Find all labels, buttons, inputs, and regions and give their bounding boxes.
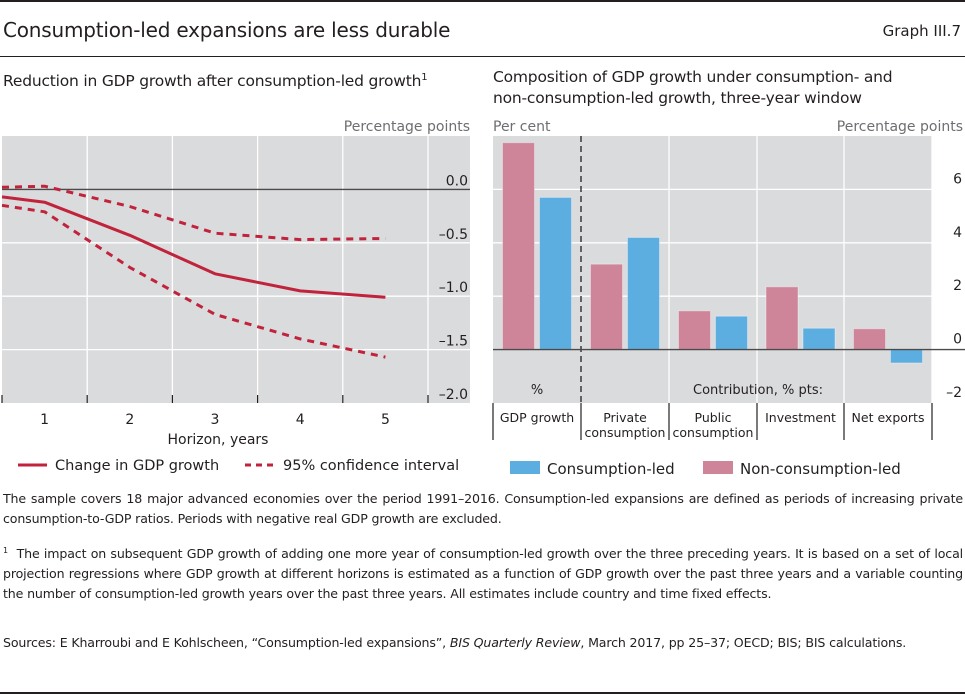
right-panel-title: Composition of GDP growth under consumpt… <box>493 67 953 109</box>
right-y-axis: 6 4 2 0 –2 <box>946 171 962 401</box>
legend-label-confidence-interval: 95% confidence interval <box>283 458 459 474</box>
right-category-axis: GDP growth PrivateconsumptionPublicconsum… <box>492 403 933 440</box>
right-bar-chart: Per cent Percentage points 6 4 2 0 –2 GDP gr… <box>492 119 965 478</box>
bar-consumption-led <box>627 236 660 351</box>
section-label-percent: % <box>531 383 543 398</box>
left-series <box>1 184 386 359</box>
charts-canvas: Percentage points 0.0 –0.5 –1.0 –1.5 –2.0 1 2… <box>1 119 965 478</box>
note-sample: The sample covers 18 major advanced econ… <box>3 491 963 526</box>
left-panel-title-text: Reduction in GDP growth after consumptio… <box>3 72 422 91</box>
left-y-tick-label: 0.0 <box>446 173 468 189</box>
right-left-unit-label: Per cent <box>493 119 551 135</box>
bar-consumption-led <box>890 349 923 364</box>
category-label: Private <box>603 410 647 425</box>
bar-non-consumption-led <box>502 142 535 351</box>
left-plot-area <box>2 136 470 403</box>
category-label: consumption <box>673 425 754 440</box>
sources-suffix: , March 2017, pp 25–37; OECD; BIS; BIS c… <box>580 635 907 650</box>
graph-number: Graph III.7 <box>882 22 961 40</box>
right-panel-title-line1: Composition of GDP growth under consumpt… <box>493 68 893 86</box>
left-y-tick-label: –0.5 <box>439 227 468 243</box>
bar-consumption-led <box>715 315 748 351</box>
series-change-in-gdp-growth <box>1 195 386 299</box>
bar-non-consumption-led <box>765 286 799 351</box>
right-bars <box>493 142 965 364</box>
right-y-tick-label: 6 <box>953 171 962 187</box>
left-x-tick-label: 2 <box>125 412 134 428</box>
legend-swatch-non-consumption-led <box>703 461 733 474</box>
category-label: consumption <box>585 425 666 440</box>
left-gridlines <box>1 136 470 403</box>
bar-non-consumption-led <box>678 310 711 351</box>
legend-swatch-consumption-led <box>510 461 540 474</box>
legend-label-change-in-gdp-growth: Change in GDP growth <box>55 458 219 474</box>
left-line-chart: Percentage points 0.0 –0.5 –1.0 –1.5 –2.0 1 2… <box>1 119 470 474</box>
sources-journal: BIS Quarterly Review <box>449 635 581 650</box>
sources-prefix: Sources: E Kharroubi and E Kohlscheen, “… <box>3 635 450 650</box>
footnote-marker: 1 <box>3 546 8 555</box>
category-label: Investment <box>765 410 836 425</box>
category-label: GDP growth <box>500 410 574 425</box>
right-y-tick-label: 0 <box>953 332 962 348</box>
footnote-text: The impact on subsequent GDP growth of a… <box>3 546 963 602</box>
category-label: Public <box>695 410 732 425</box>
left-y-tick-label: –1.0 <box>439 280 468 296</box>
left-y-tick-label: –2.0 <box>439 387 468 403</box>
left-legend: Change in GDP growth 95% confidence inte… <box>18 458 459 474</box>
legend-label-non-consumption-led: Non-consumption-led <box>740 460 901 478</box>
bottom-rule <box>0 692 965 694</box>
top-rule <box>0 0 965 2</box>
bar-consumption-led <box>539 196 572 351</box>
left-x-axis: 1 2 3 4 5 <box>40 412 390 428</box>
graph-title: Consumption-led expansions are less dura… <box>3 18 451 42</box>
bar-non-consumption-led <box>853 328 886 351</box>
right-panel-title-line2: non-consumption-led growth, three-year w… <box>493 89 862 107</box>
left-x-axis-title: Horizon, years <box>168 432 269 448</box>
right-y-tick-label: –2 <box>946 385 962 401</box>
series-confidence-interval-upper <box>1 184 386 242</box>
bar-consumption-led <box>802 327 836 351</box>
right-right-unit-label: Percentage points <box>837 119 963 135</box>
section-label-contribution: Contribution, % pts: <box>693 383 823 398</box>
bar-non-consumption-led <box>590 263 623 351</box>
footnote-marker: 1 <box>421 72 428 83</box>
right-y-tick-label: 4 <box>953 225 962 241</box>
left-x-tick-label: 5 <box>381 412 390 428</box>
category-label: Net exports <box>852 410 925 425</box>
left-x-tick-label: 4 <box>296 412 305 428</box>
left-x-tick-label: 1 <box>40 412 49 428</box>
right-legend: Consumption-led Non-consumption-led <box>510 460 901 478</box>
right-y-tick-label: 2 <box>953 278 962 294</box>
sources-note: Sources: E Kharroubi and E Kohlscheen, “… <box>3 633 963 653</box>
left-y-unit-label: Percentage points <box>344 119 470 135</box>
left-y-tick-label: –1.5 <box>439 334 468 350</box>
footnote-1: 1 The impact on subsequent GDP growth of… <box>3 541 963 604</box>
left-panel-title: Reduction in GDP growth after consumptio… <box>3 67 428 92</box>
left-x-tick-label: 3 <box>211 412 220 428</box>
left-y-axis: 0.0 –0.5 –1.0 –1.5 –2.0 <box>439 173 468 403</box>
legend-label-consumption-led: Consumption-led <box>547 460 675 478</box>
title-divider <box>0 56 965 57</box>
